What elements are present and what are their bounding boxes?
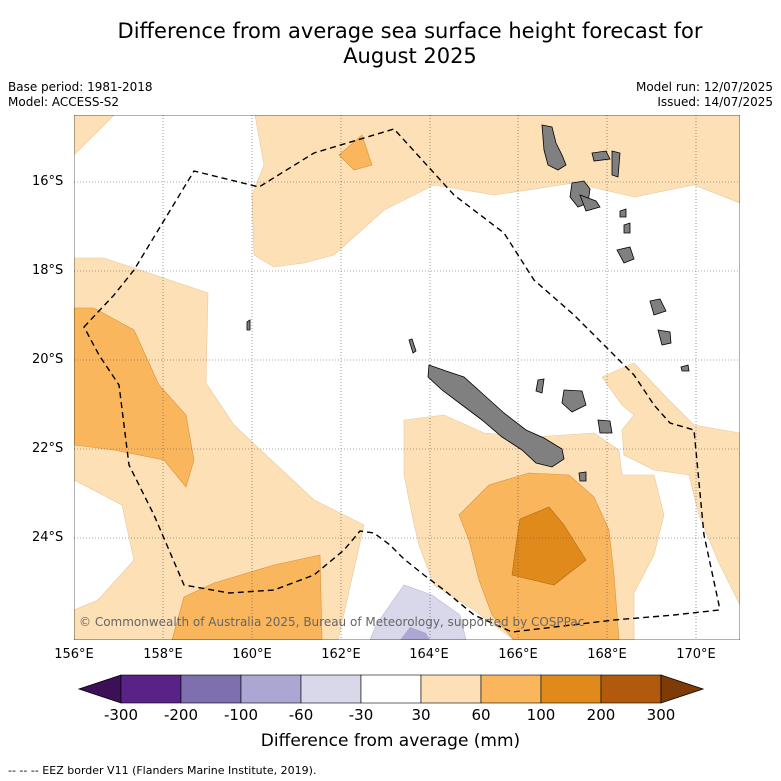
eez-border bbox=[83, 128, 720, 633]
lon-label-158e: 158°E bbox=[143, 647, 183, 662]
model-run: Model run: 12/07/2025 bbox=[635, 80, 773, 94]
colorbar-tick-neg100: -100 bbox=[223, 706, 259, 724]
colorbar-tick-300: 300 bbox=[646, 706, 676, 724]
colorbar-tick-30: 30 bbox=[411, 706, 431, 724]
colorbar-segment bbox=[180, 674, 242, 704]
anomaly-100-200 bbox=[511, 506, 587, 586]
anomaly-negative-30-60 bbox=[369, 584, 467, 640]
lat-label-22s: 22°S bbox=[32, 441, 64, 456]
map-title: Difference from average sea surface heig… bbox=[40, 19, 780, 69]
colorbar-tick-neg200: -200 bbox=[163, 706, 199, 724]
base-period: Base period: 1981-2018 bbox=[8, 80, 153, 94]
eez-legend-note: -- -- -- EEZ border V11 (Flanders Marine… bbox=[8, 764, 317, 777]
colorbar-segment bbox=[480, 674, 542, 704]
anomaly-negative-60-100 bbox=[400, 627, 430, 640]
colorbar-extend-high bbox=[660, 674, 705, 704]
colorbar-segment bbox=[360, 674, 422, 704]
colorbar-tick-neg60: -60 bbox=[288, 706, 314, 724]
colorbar-tick-neg300: -300 bbox=[103, 706, 139, 724]
colorbar-segment bbox=[600, 674, 662, 704]
colorbar-segment bbox=[420, 674, 482, 704]
meta-right: Model run: 12/07/2025 Issued: 14/07/2025 bbox=[636, 80, 773, 110]
copyright-notice: © Commonwealth of Australia 2025, Bureau… bbox=[79, 615, 585, 629]
colorbar-tick-100: 100 bbox=[526, 706, 556, 724]
graticule bbox=[74, 115, 740, 640]
lat-label-24s: 24°S bbox=[32, 530, 64, 545]
colorbar-tick-60: 60 bbox=[471, 706, 491, 724]
lon-label-166e: 166°E bbox=[498, 647, 538, 662]
colorbar-title: Difference from average (mm) bbox=[260, 731, 521, 751]
model-name: Model: ACCESS-S2 bbox=[8, 95, 120, 109]
map-title-line2: August 2025 bbox=[343, 44, 477, 68]
lat-label-18s: 18°S bbox=[32, 263, 64, 278]
colorbar-segment bbox=[300, 674, 362, 704]
colorbar-segment bbox=[120, 674, 182, 704]
colorbar-segment bbox=[540, 674, 602, 704]
map-title-line1: Difference from average sea surface heig… bbox=[117, 19, 703, 43]
issued-date: Issued: 14/07/2025 bbox=[657, 95, 773, 109]
map-panel bbox=[74, 115, 740, 640]
meta-left: Base period: 1981-2018 Model: ACCESS-S2 bbox=[8, 80, 153, 110]
lon-label-160e: 160°E bbox=[232, 647, 272, 662]
lon-label-164e: 164°E bbox=[409, 647, 449, 662]
land bbox=[246, 124, 690, 482]
lon-label-170e: 170°E bbox=[676, 647, 716, 662]
colorbar-tick-200: 200 bbox=[586, 706, 616, 724]
colorbar bbox=[77, 674, 705, 704]
colorbar-tick-neg30: -30 bbox=[348, 706, 374, 724]
lon-label-156e: 156°E bbox=[54, 647, 94, 662]
vanuatu-north bbox=[541, 124, 567, 171]
colorbar-extend-low bbox=[77, 674, 122, 704]
lat-label-16s: 16°S bbox=[32, 174, 64, 189]
lat-label-20s: 20°S bbox=[32, 352, 64, 367]
new-caledonia bbox=[427, 364, 565, 468]
lon-label-162e: 162°E bbox=[321, 647, 361, 662]
colorbar-segment bbox=[240, 674, 302, 704]
lon-label-168e: 168°E bbox=[587, 647, 627, 662]
